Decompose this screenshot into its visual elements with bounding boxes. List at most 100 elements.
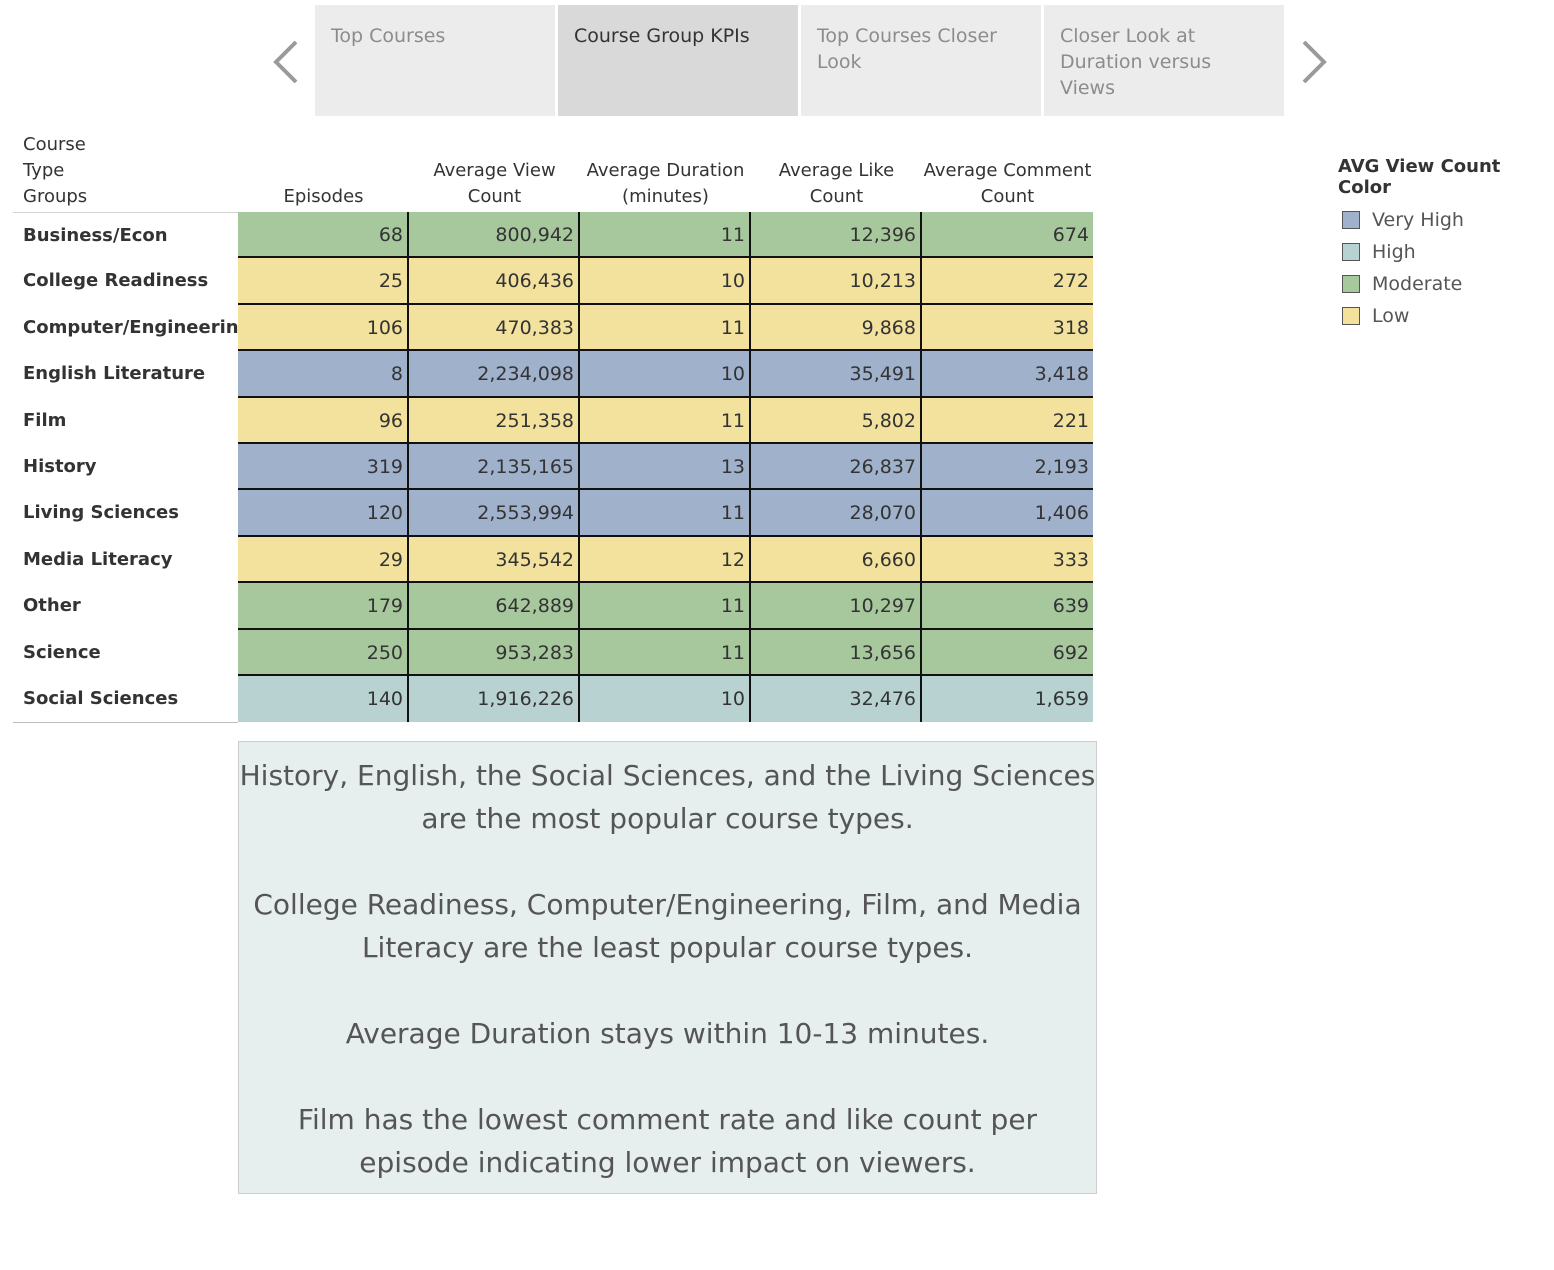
insights-textbox: History, English, the Social Sciences, a… [238, 741, 1097, 1194]
table-cell: 674 [922, 212, 1093, 259]
legend-swatch [1342, 211, 1360, 229]
legend-swatch [1342, 307, 1360, 325]
table-cell: 2,193 [922, 443, 1093, 491]
table-cell: 406,436 [409, 258, 580, 305]
table-cell: 6,660 [751, 536, 922, 584]
table-cell: 2,135,165 [409, 443, 580, 491]
table-cell: 318 [922, 304, 1093, 352]
column-header: Average View Count [433, 160, 556, 207]
row-label: Social Sciences [23, 687, 179, 709]
column-header: Average Duration (minutes) [586, 160, 745, 207]
column-header: Average Like Count [778, 160, 895, 207]
legend-item[interactable]: Moderate [1338, 268, 1554, 300]
table-cell: 10 [580, 351, 751, 398]
table-cell: 11 [580, 490, 751, 537]
legend-label: High [1372, 241, 1416, 263]
legend-swatch [1342, 275, 1360, 293]
table-cell: 106 [238, 304, 409, 352]
table-cell: 5,802 [751, 397, 922, 444]
row-label: Other [23, 595, 81, 617]
table-cell: 2,234,098 [409, 351, 580, 398]
table-cell: 3,418 [922, 351, 1093, 398]
table-cell: 8 [238, 351, 409, 398]
table-cell: 12 [580, 536, 751, 584]
table-cell: 639 [922, 583, 1093, 630]
table-bottom-rule [13, 722, 238, 724]
prev-story-button[interactable] [266, 30, 310, 94]
table-cell: 28,070 [751, 490, 922, 537]
insight-text: College Readiness, Computer/Engineering,… [253, 888, 1082, 964]
table-cell: 179 [238, 583, 409, 630]
row-label: College Readiness [23, 270, 209, 292]
story-tab[interactable]: Course Group KPIs [558, 5, 798, 116]
row-label: Media Literacy [23, 548, 173, 570]
table-cell: 68 [238, 212, 409, 259]
row-label: Living Sciences [23, 502, 179, 524]
table-cell: 953,283 [409, 629, 580, 676]
insight-text: History, English, the Social Sciences, a… [239, 759, 1096, 835]
table-cell: 10,297 [751, 583, 922, 630]
table-cell: 11 [580, 629, 751, 676]
table-cell: 319 [238, 443, 409, 491]
legend-item[interactable]: High [1338, 236, 1554, 268]
column-header: Average Comment Count [923, 160, 1092, 207]
table-cell: 13,656 [751, 629, 922, 676]
table-cell: 1,916,226 [409, 675, 580, 723]
table-cell: 800,942 [409, 212, 580, 259]
story-tabs: Top Courses Course Group KPIs Top Courses … [315, 5, 1287, 116]
insight-text: Average Duration stays within 10-13 minu… [345, 1017, 990, 1050]
table-cell: 692 [922, 629, 1093, 676]
table-cell: 2,553,994 [409, 490, 580, 537]
row-label: Film [23, 409, 67, 431]
row-header-label: Course Type Groups [23, 134, 88, 207]
table-cell: 120 [238, 490, 409, 537]
insight-text: Film has the lowest comment rate and lik… [297, 1103, 1038, 1179]
story-tab[interactable]: Top Courses Closer Look [801, 5, 1041, 116]
table-cell: 345,542 [409, 536, 580, 584]
table-cell: 333 [922, 536, 1093, 584]
story-tab[interactable]: Closer Look at Duration versus Views [1044, 5, 1284, 116]
table-cell: 25 [238, 258, 409, 305]
table-cell: 26,837 [751, 443, 922, 491]
next-story-button[interactable] [1292, 30, 1336, 94]
legend-item[interactable]: Very High [1338, 204, 1554, 236]
table-cell: 9,868 [751, 304, 922, 352]
table-cell: 470,383 [409, 304, 580, 352]
legend-label: Moderate [1372, 273, 1463, 295]
table-cell: 10,213 [751, 258, 922, 305]
chevron-left-icon [273, 40, 298, 84]
table-cell: 250 [238, 629, 409, 676]
color-legend: AVG View Count Color Very High High Modera… [1338, 156, 1554, 332]
legend-item[interactable]: Low [1338, 300, 1554, 332]
table-cell: 12,396 [751, 212, 922, 259]
table-cell: 1,406 [922, 490, 1093, 537]
table-cell: 221 [922, 397, 1093, 444]
row-label: Computer/Engineering [23, 316, 252, 338]
table-cell: 13 [580, 443, 751, 491]
table-cell: 96 [238, 397, 409, 444]
story-tab[interactable]: Top Courses [315, 5, 555, 116]
table-cell: 11 [580, 212, 751, 259]
table-cell: 272 [922, 258, 1093, 305]
table-cell: 32,476 [751, 675, 922, 723]
legend-swatch [1342, 243, 1360, 261]
table-cell: 642,889 [409, 583, 580, 630]
legend-items: Very High High Moderate Low [1338, 204, 1554, 332]
table-cell: 11 [580, 304, 751, 352]
table-cell: 29 [238, 536, 409, 584]
table-cell: 11 [580, 397, 751, 444]
legend-label: Very High [1372, 209, 1464, 231]
table-cell: 140 [238, 675, 409, 723]
legend-label: Low [1372, 305, 1410, 327]
row-label: Business/Econ [13, 212, 238, 258]
chevron-right-icon [1302, 40, 1327, 84]
table-cell: 10 [580, 258, 751, 305]
column-header: Episodes [283, 186, 364, 207]
legend-title: AVG View Count Color [1338, 156, 1501, 198]
table-cell: 35,491 [751, 351, 922, 398]
row-label: Science [23, 641, 101, 663]
table-cell: 1,659 [922, 675, 1093, 723]
table-cell: 11 [580, 583, 751, 630]
row-label: English Literature [23, 363, 206, 385]
table-cell: 251,358 [409, 397, 580, 444]
